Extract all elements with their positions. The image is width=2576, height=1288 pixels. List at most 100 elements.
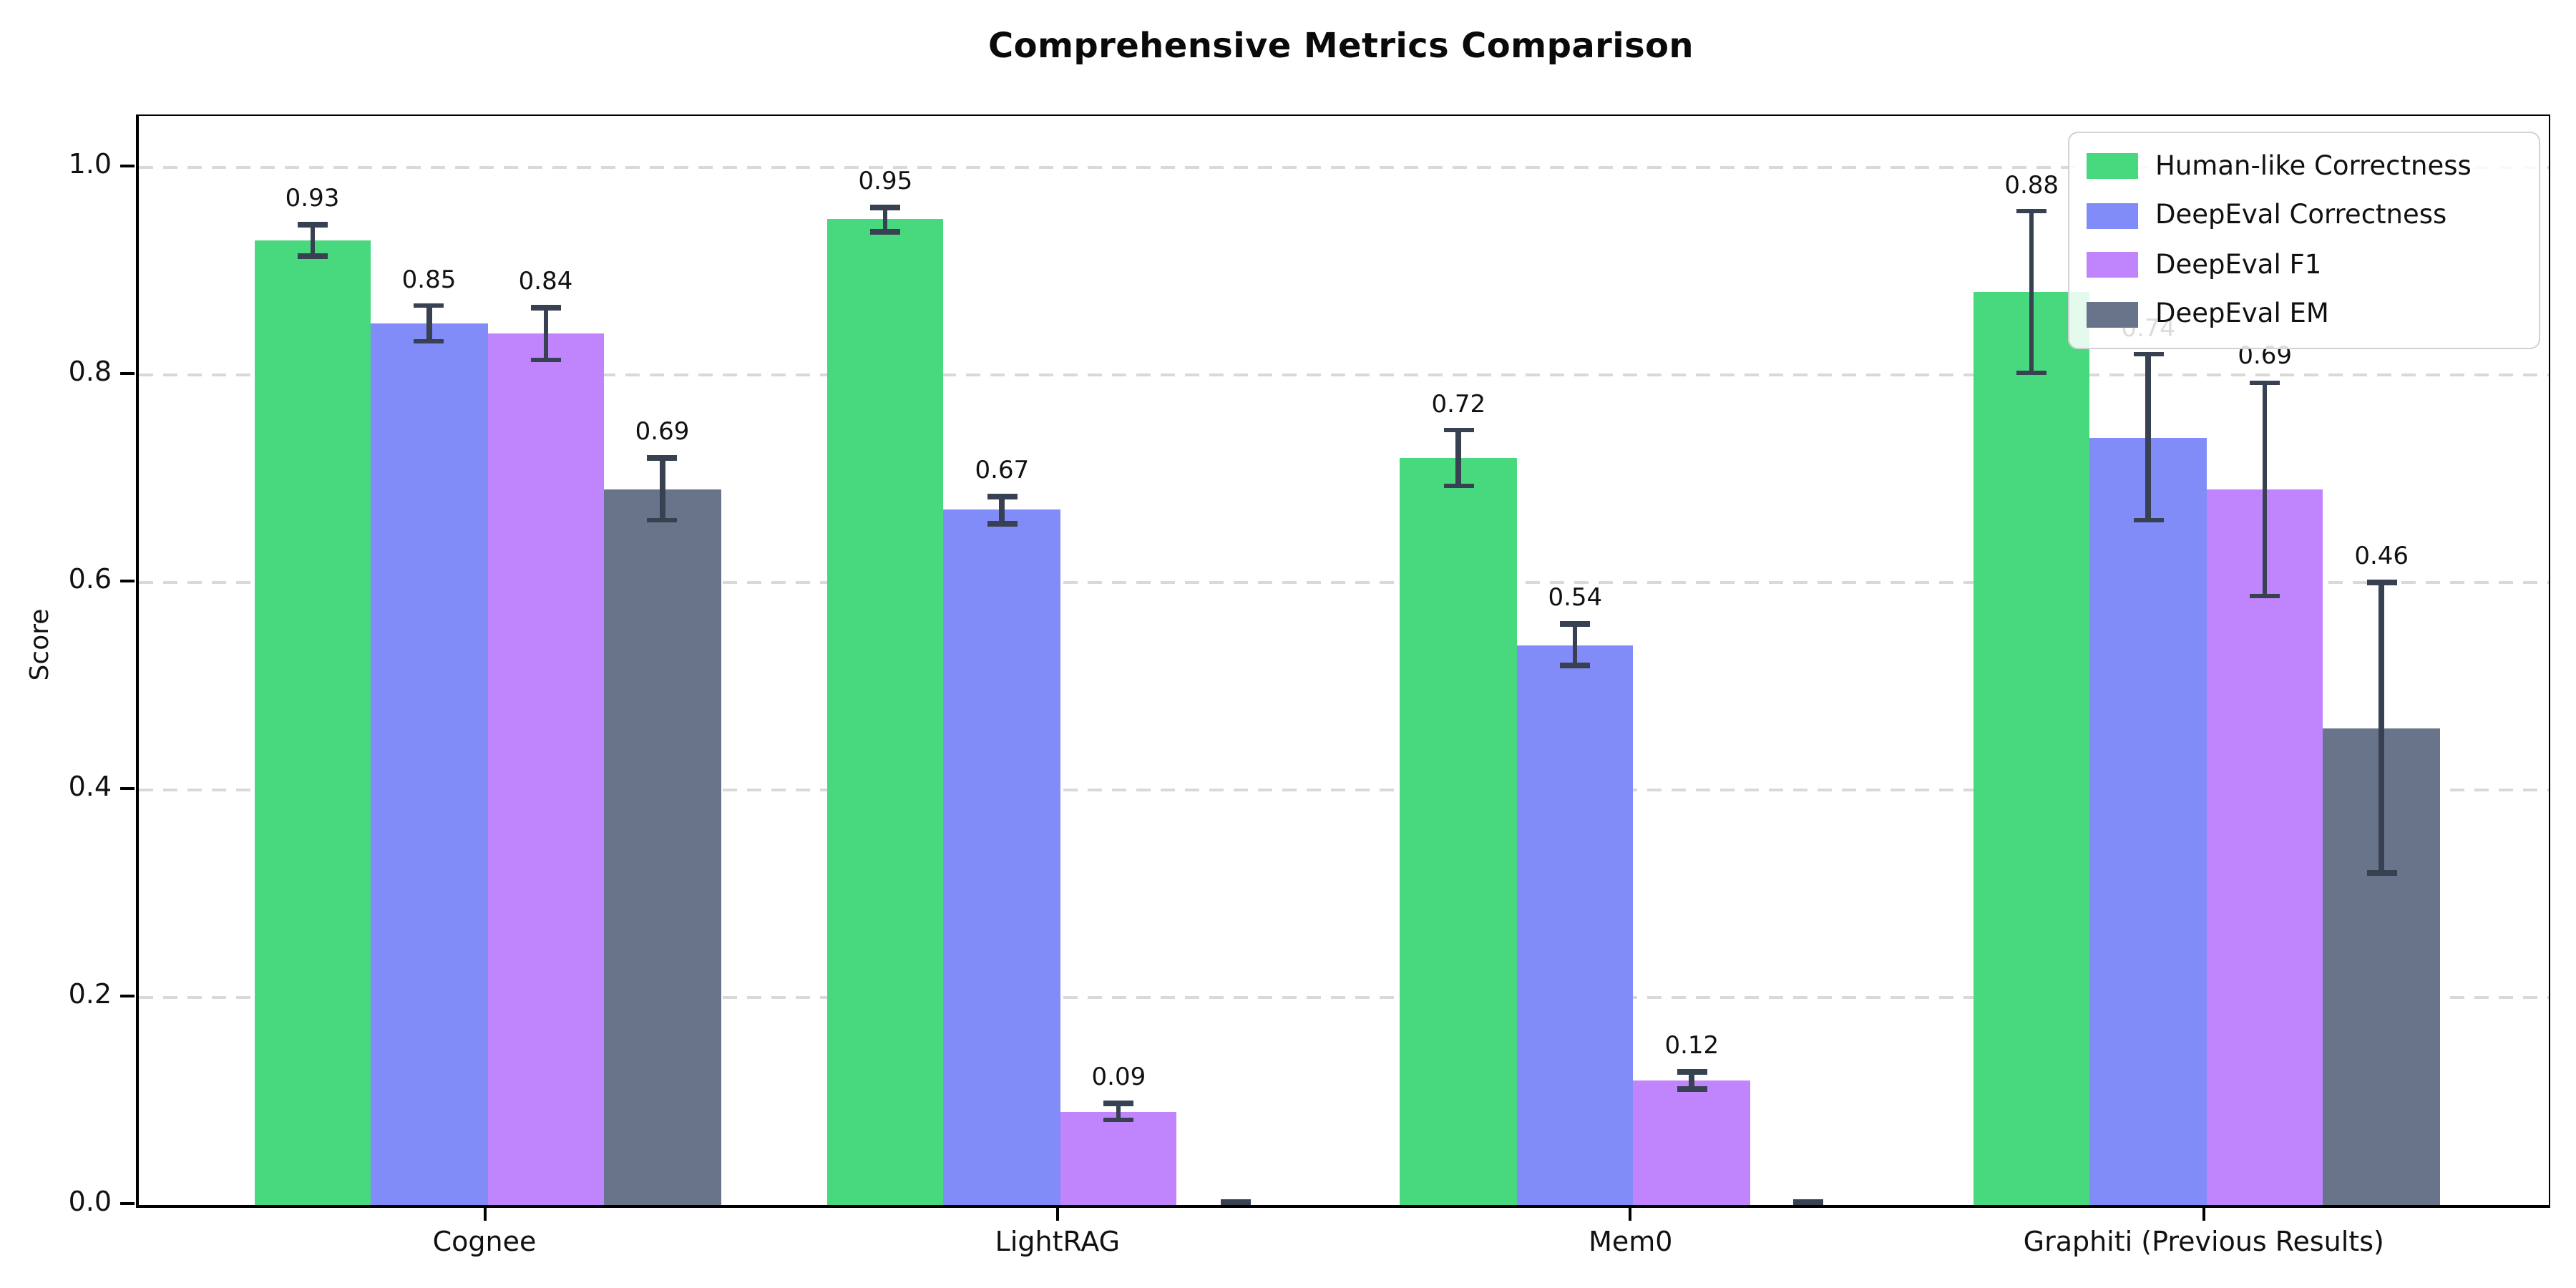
value-label: 0.72 bbox=[1431, 390, 1486, 419]
y-tick bbox=[120, 580, 135, 583]
y-tick bbox=[120, 995, 135, 998]
bar bbox=[1973, 292, 2090, 1205]
error-bar bbox=[1572, 624, 1578, 666]
error-bar-cap bbox=[530, 305, 561, 311]
error-bar-cap bbox=[1103, 1101, 1134, 1106]
y-tick-label: 0.4 bbox=[68, 771, 112, 804]
bar bbox=[826, 219, 944, 1205]
error-bar-cap bbox=[647, 455, 678, 461]
error-bar-cap bbox=[1443, 427, 1474, 433]
bar bbox=[1060, 1111, 1177, 1205]
error-bar bbox=[310, 225, 315, 256]
gridline bbox=[139, 166, 2549, 170]
value-label: 0.12 bbox=[1664, 1032, 1719, 1061]
error-bar bbox=[2029, 211, 2034, 374]
error-bar-cap bbox=[1793, 1199, 1824, 1205]
y-tick bbox=[120, 165, 135, 168]
gridline bbox=[139, 789, 2549, 792]
error-bar-cap bbox=[414, 338, 444, 344]
legend-swatch-icon bbox=[2087, 252, 2138, 278]
legend-item: Human-like Correctness bbox=[2087, 152, 2522, 182]
value-label: 0.95 bbox=[858, 167, 913, 196]
error-bar-cap bbox=[647, 517, 678, 523]
gridline bbox=[139, 996, 2549, 1000]
y-tick bbox=[120, 372, 135, 376]
legend-swatch-icon bbox=[2087, 301, 2138, 328]
error-bar-cap bbox=[2250, 380, 2280, 385]
y-tick bbox=[120, 787, 135, 791]
error-bar-cap bbox=[1560, 663, 1591, 668]
legend-swatch-icon bbox=[2087, 203, 2138, 229]
bar bbox=[1516, 645, 1634, 1205]
bar bbox=[1400, 458, 1517, 1205]
y-tick-label: 0.6 bbox=[68, 564, 112, 596]
bar bbox=[2089, 437, 2207, 1205]
value-label: 0.54 bbox=[1548, 584, 1603, 613]
error-bar-cap bbox=[2250, 593, 2280, 599]
value-label: 0.69 bbox=[635, 418, 690, 447]
x-tick bbox=[1629, 1206, 1632, 1221]
gridline bbox=[139, 374, 2549, 377]
x-tick-label: Cognee bbox=[432, 1226, 537, 1258]
error-bar-cap bbox=[1677, 1069, 1707, 1075]
legend-item: DeepEval EM bbox=[2087, 300, 2522, 330]
error-bar bbox=[426, 306, 431, 341]
x-tick-label: Graphiti (Previous Results) bbox=[2023, 1226, 2384, 1258]
legend-label: Human-like Correctness bbox=[2155, 151, 2472, 182]
error-bar bbox=[1689, 1072, 1694, 1089]
error-bar bbox=[543, 308, 548, 360]
gridline bbox=[139, 581, 2549, 585]
value-label: 0.67 bbox=[975, 456, 1030, 485]
error-bar-cap bbox=[870, 205, 901, 210]
x-tick bbox=[1055, 1206, 1059, 1221]
error-bar-cap bbox=[1677, 1086, 1707, 1092]
error-bar-cap bbox=[987, 521, 1018, 527]
y-tick-label: 0.0 bbox=[68, 1186, 112, 1218]
error-bar-cap bbox=[1220, 1199, 1251, 1205]
error-bar-cap bbox=[1103, 1117, 1134, 1123]
y-tick-label: 0.8 bbox=[68, 356, 112, 389]
legend-label: DeepEval Correctness bbox=[2155, 200, 2447, 231]
legend-item: DeepEval Correctness bbox=[2087, 201, 2522, 231]
error-bar-cap bbox=[2133, 351, 2164, 357]
error-bar bbox=[1116, 1103, 1121, 1121]
legend-label: DeepEval F1 bbox=[2155, 250, 2322, 280]
error-bar bbox=[2379, 582, 2384, 874]
error-bar-cap bbox=[2366, 870, 2397, 876]
value-label: 0.46 bbox=[2354, 542, 2409, 572]
y-tick bbox=[120, 1202, 135, 1205]
bar bbox=[487, 333, 604, 1205]
error-bar-cap bbox=[2366, 580, 2397, 585]
error-bar-cap bbox=[2016, 208, 2047, 214]
error-bar bbox=[2145, 354, 2151, 521]
error-bar-cap bbox=[1560, 621, 1591, 627]
y-tick-label: 0.2 bbox=[68, 979, 112, 1011]
error-bar-cap bbox=[987, 494, 1018, 499]
x-tick bbox=[483, 1206, 486, 1221]
value-label: 0.88 bbox=[2004, 171, 2059, 200]
x-tick bbox=[2202, 1206, 2205, 1221]
legend-swatch-icon bbox=[2087, 153, 2138, 180]
error-bar bbox=[660, 458, 665, 521]
error-bar-cap bbox=[297, 253, 328, 259]
error-bar-cap bbox=[1443, 483, 1474, 489]
bar bbox=[371, 323, 487, 1205]
error-bar-cap bbox=[2016, 370, 2047, 376]
chart-title: Comprehensive Metrics Comparison bbox=[987, 26, 1694, 66]
y-tick-label: 1.0 bbox=[68, 149, 112, 181]
error-bar bbox=[882, 207, 888, 233]
error-bar-cap bbox=[414, 303, 444, 308]
legend-label: DeepEval EM bbox=[2155, 299, 2329, 330]
legend: Human-like Correctness DeepEval Correctne… bbox=[2068, 132, 2540, 349]
error-bar bbox=[999, 496, 1005, 524]
bar bbox=[604, 489, 721, 1205]
bar bbox=[1633, 1080, 1750, 1205]
value-label: 0.85 bbox=[401, 265, 457, 295]
value-label: 0.93 bbox=[285, 185, 340, 214]
bar bbox=[943, 509, 1060, 1205]
legend-item: DeepEval F1 bbox=[2087, 250, 2522, 280]
error-bar-cap bbox=[870, 229, 901, 235]
error-bar-cap bbox=[2133, 517, 2164, 523]
x-tick-label: Mem0 bbox=[1589, 1226, 1673, 1258]
